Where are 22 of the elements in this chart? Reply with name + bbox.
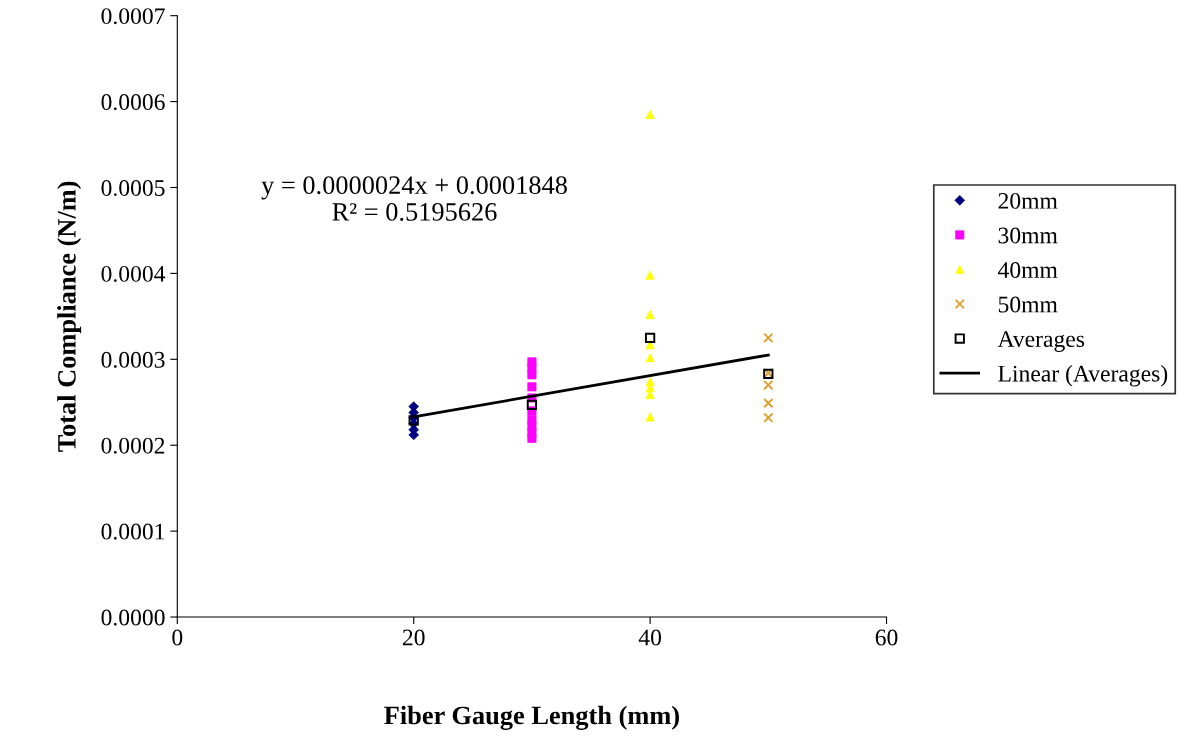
- x-tick-label: 60: [875, 629, 898, 646]
- x-axis-title: Fiber Gauge Length (mm): [384, 705, 679, 730]
- legend-label: Averages: [997, 331, 1085, 352]
- y-tick-label: 0.0002: [101, 437, 165, 454]
- legend-label: Linear (Averages): [998, 365, 1168, 387]
- y-tick-label: 0.0004: [101, 265, 166, 282]
- y-tick-label: 0.0003: [101, 351, 165, 368]
- legend-label: 30mm: [998, 227, 1058, 244]
- legend-label: 40mm: [998, 262, 1058, 278]
- x-tick-label: 20: [402, 629, 425, 646]
- y-tick-label: 0.0001: [101, 523, 165, 540]
- annotation: y = 0.0000024x + 0.0001848: [261, 176, 567, 200]
- x-tick-label: 40: [638, 629, 662, 646]
- y-tick-label: 0.0000: [101, 609, 165, 626]
- y-tick-label: 0.0006: [101, 94, 165, 111]
- x-tick-label: 0: [172, 629, 183, 646]
- y-axis-title: Total Compliance (N/m): [57, 181, 82, 452]
- legend-label: 20mm: [998, 192, 1058, 209]
- legend-label: 50mm: [998, 296, 1058, 313]
- y-tick-label: 0.0005: [101, 179, 165, 197]
- y-tick-label: 0.0007: [101, 8, 165, 25]
- annotation: R² = 0.5195626: [332, 202, 497, 221]
